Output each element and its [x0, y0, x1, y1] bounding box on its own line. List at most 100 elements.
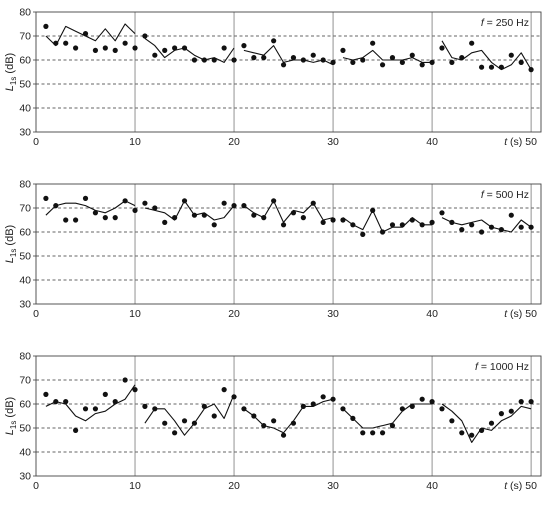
x-tick-label: 40 [426, 136, 438, 148]
y-tick-label: 80 [19, 179, 31, 191]
series-line-segment [342, 209, 433, 233]
data-point [271, 418, 277, 424]
data-point [162, 420, 168, 426]
x-tick-label: 10 [129, 308, 141, 320]
data-point [191, 57, 198, 63]
series-line-segment [45, 200, 136, 216]
data-point [162, 47, 168, 54]
x-tick-label: 30 [327, 308, 339, 320]
data-point [112, 47, 118, 54]
data-point [152, 52, 158, 58]
x-tick-label: 40 [426, 308, 438, 320]
data-point [469, 432, 475, 438]
data-point [360, 231, 366, 237]
x-tick-label: 20 [228, 308, 240, 320]
y-tick-label: 60 [19, 399, 31, 411]
data-point [43, 23, 49, 29]
chart-title: f = 500 Hz [481, 189, 529, 201]
data-point [63, 217, 69, 223]
series-line-segment [243, 200, 334, 223]
data-point [478, 229, 485, 235]
x-tick-label: 10 [129, 480, 141, 492]
data-point [429, 399, 435, 405]
y-tick-label: 50 [19, 251, 31, 263]
data-point [92, 210, 99, 216]
data-point [469, 40, 475, 46]
series-line-segment [243, 45, 334, 66]
data-point [280, 222, 287, 228]
data-point [389, 222, 396, 228]
data-point [439, 45, 445, 51]
data-point [92, 47, 99, 54]
data-point [310, 52, 316, 58]
data-point [449, 59, 455, 65]
y-axis-label: L1s (dB) [4, 397, 18, 435]
data-point [290, 55, 297, 61]
data-point [508, 408, 514, 414]
data-point [360, 430, 366, 436]
data-point [73, 45, 79, 51]
data-point [82, 195, 89, 201]
data-point [241, 43, 247, 49]
x-axis-label: t (s) [504, 308, 522, 320]
x-axis-label: t (s) [504, 136, 522, 148]
y-tick-label: 40 [19, 275, 31, 287]
data-point [162, 219, 168, 225]
data-point [211, 413, 217, 419]
data-point [280, 432, 287, 438]
series-line-segment [144, 394, 235, 436]
data-point [122, 377, 128, 383]
data-point [449, 418, 455, 424]
y-tick-label: 30 [19, 299, 31, 311]
data-point [280, 62, 287, 68]
data-point [142, 200, 148, 206]
data-point [251, 55, 257, 61]
data-point [370, 430, 376, 436]
x-tick-label: 10 [129, 136, 141, 148]
data-point [172, 430, 178, 436]
plot-frame [35, 11, 542, 133]
data-point [142, 33, 148, 39]
y-tick-label: 50 [19, 423, 31, 435]
data-point [330, 217, 336, 223]
plot-frame [35, 183, 542, 305]
data-point [459, 430, 465, 436]
series-line-segment [45, 384, 136, 422]
data-point [320, 394, 326, 400]
y-tick-label: 70 [19, 31, 31, 43]
data-point [419, 62, 425, 68]
data-point [132, 207, 138, 213]
data-point [261, 55, 267, 61]
data-point [73, 427, 79, 433]
data-point [43, 391, 49, 397]
data-point [181, 418, 188, 424]
y-tick-label: 40 [19, 103, 31, 115]
y-tick-label: 70 [19, 203, 31, 215]
y-tick-label: 80 [19, 7, 31, 19]
x-tick-label: 20 [228, 136, 240, 148]
data-point [102, 45, 108, 51]
data-point [142, 403, 148, 409]
x-tick-label: 30 [327, 480, 339, 492]
x-tick-label: 50 [525, 308, 537, 320]
y-tick-label: 50 [19, 79, 31, 91]
data-point [82, 406, 89, 412]
x-tick-label: 50 [525, 136, 537, 148]
plot-frame [35, 355, 542, 477]
data-point [172, 45, 178, 51]
x-tick-label: 40 [426, 480, 438, 492]
data-point [498, 411, 504, 417]
data-point [518, 224, 524, 230]
x-tick-label: 0 [33, 136, 39, 148]
y-axis-label: L1s (dB) [4, 53, 18, 91]
series-line-segment [144, 200, 235, 221]
series-line-segment [243, 398, 334, 434]
data-point [43, 195, 49, 201]
series-line-segment [441, 40, 532, 71]
data-point [488, 64, 495, 70]
